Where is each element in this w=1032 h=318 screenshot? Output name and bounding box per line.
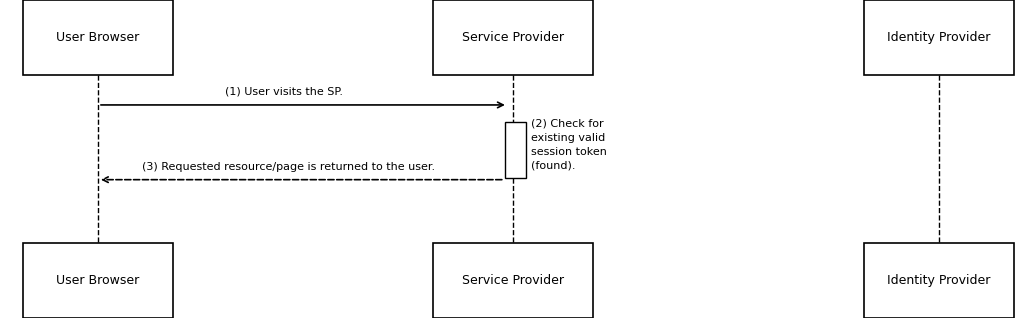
- Text: (2) Check for
existing valid
session token
(found).: (2) Check for existing valid session tok…: [531, 119, 608, 171]
- Text: Service Provider: Service Provider: [462, 31, 563, 44]
- Bar: [24, 243, 172, 318]
- Text: User Browser: User Browser: [57, 31, 139, 44]
- Text: Service Provider: Service Provider: [462, 274, 563, 287]
- Bar: [433, 243, 592, 318]
- Bar: [24, 0, 172, 75]
- Bar: [865, 0, 1013, 75]
- Text: (1) User visits the SP.: (1) User visits the SP.: [225, 87, 343, 97]
- Text: Identity Provider: Identity Provider: [888, 274, 991, 287]
- Text: User Browser: User Browser: [57, 274, 139, 287]
- Bar: [506, 122, 525, 178]
- Bar: [433, 0, 592, 75]
- Text: Identity Provider: Identity Provider: [888, 31, 991, 44]
- Bar: [865, 243, 1013, 318]
- Text: (3) Requested resource/page is returned to the user.: (3) Requested resource/page is returned …: [142, 162, 436, 172]
